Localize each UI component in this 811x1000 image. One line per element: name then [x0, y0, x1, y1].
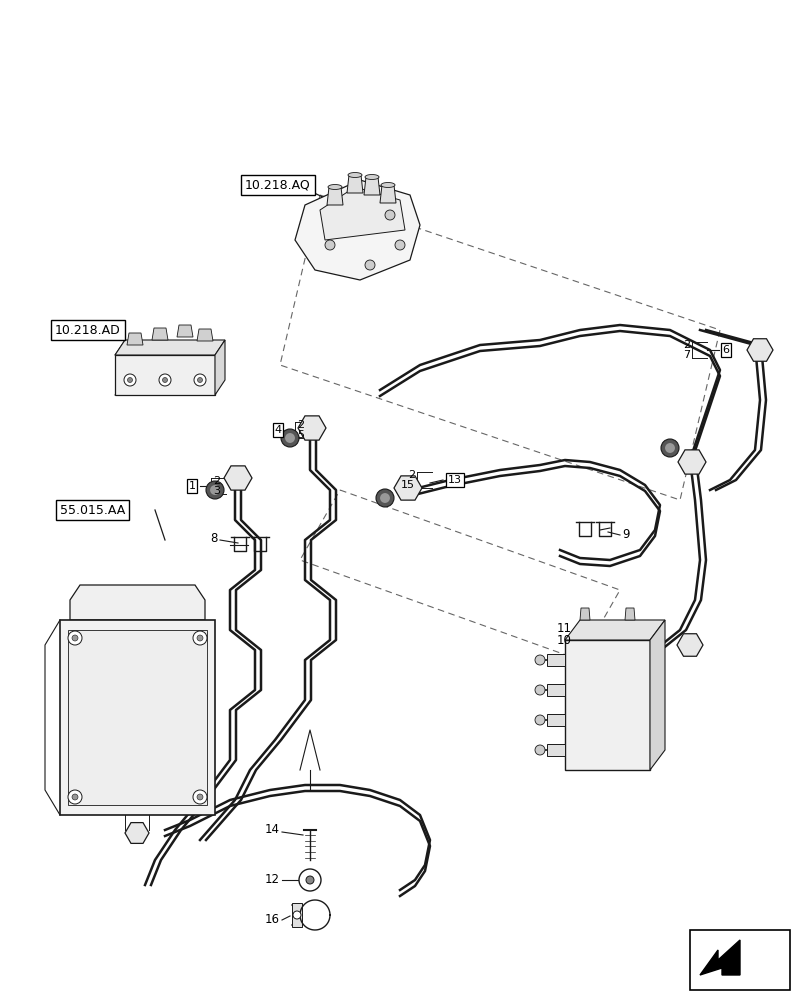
- Text: 6: 6: [722, 345, 728, 355]
- Circle shape: [394, 240, 405, 250]
- Polygon shape: [60, 620, 215, 815]
- Polygon shape: [215, 340, 225, 395]
- Circle shape: [534, 685, 544, 695]
- Text: 3: 3: [212, 486, 220, 496]
- Circle shape: [365, 260, 375, 270]
- Circle shape: [124, 374, 135, 386]
- Polygon shape: [547, 744, 564, 756]
- Polygon shape: [298, 416, 325, 440]
- Polygon shape: [363, 177, 380, 195]
- Polygon shape: [746, 339, 772, 361]
- Text: 12: 12: [264, 874, 280, 886]
- Circle shape: [68, 631, 82, 645]
- Text: 8: 8: [210, 532, 217, 544]
- Polygon shape: [547, 714, 564, 726]
- Circle shape: [293, 911, 301, 919]
- Text: 5: 5: [297, 430, 303, 440]
- Text: 2: 2: [212, 476, 220, 486]
- Circle shape: [197, 794, 203, 800]
- Ellipse shape: [328, 185, 341, 190]
- Polygon shape: [624, 608, 634, 620]
- Circle shape: [127, 377, 132, 382]
- Text: 10.218.AD: 10.218.AD: [55, 324, 121, 336]
- Polygon shape: [292, 903, 302, 927]
- Text: 4: 4: [274, 425, 281, 435]
- Ellipse shape: [365, 175, 379, 180]
- Polygon shape: [115, 340, 225, 355]
- Text: 10: 10: [556, 634, 571, 647]
- Polygon shape: [177, 325, 193, 337]
- Text: 10.218.AQ: 10.218.AQ: [245, 179, 311, 192]
- Polygon shape: [125, 823, 148, 843]
- Circle shape: [159, 374, 171, 386]
- Polygon shape: [393, 476, 422, 500]
- Text: 9: 9: [621, 528, 629, 542]
- Circle shape: [210, 485, 220, 495]
- Circle shape: [664, 443, 674, 453]
- Polygon shape: [579, 608, 590, 620]
- Circle shape: [534, 715, 544, 725]
- Polygon shape: [197, 329, 212, 341]
- Polygon shape: [152, 328, 168, 340]
- Circle shape: [375, 489, 393, 507]
- Circle shape: [68, 790, 82, 804]
- Circle shape: [380, 493, 389, 503]
- Circle shape: [193, 790, 207, 804]
- Circle shape: [197, 377, 202, 382]
- Polygon shape: [677, 450, 705, 474]
- Polygon shape: [699, 940, 739, 975]
- Bar: [689, 930, 789, 990]
- Polygon shape: [115, 355, 215, 395]
- Circle shape: [534, 655, 544, 665]
- Text: 55.015.AA: 55.015.AA: [60, 504, 125, 516]
- Circle shape: [72, 635, 78, 641]
- Text: 2: 2: [297, 420, 304, 430]
- Polygon shape: [70, 585, 204, 620]
- Text: 2: 2: [682, 340, 689, 350]
- Circle shape: [285, 433, 294, 443]
- Polygon shape: [127, 333, 143, 345]
- Ellipse shape: [380, 183, 394, 188]
- Circle shape: [660, 439, 678, 457]
- Text: 16: 16: [264, 913, 280, 926]
- Polygon shape: [294, 180, 419, 280]
- Polygon shape: [346, 175, 363, 193]
- Circle shape: [206, 481, 224, 499]
- Ellipse shape: [348, 173, 362, 178]
- Polygon shape: [68, 630, 207, 805]
- Circle shape: [384, 210, 394, 220]
- Circle shape: [193, 631, 207, 645]
- Polygon shape: [320, 187, 405, 240]
- Text: 2: 2: [407, 470, 414, 480]
- Circle shape: [162, 377, 167, 382]
- Polygon shape: [547, 684, 564, 696]
- Circle shape: [534, 745, 544, 755]
- Polygon shape: [327, 187, 342, 205]
- Polygon shape: [547, 654, 564, 666]
- Circle shape: [298, 869, 320, 891]
- Circle shape: [72, 794, 78, 800]
- Polygon shape: [649, 620, 664, 770]
- Circle shape: [197, 635, 203, 641]
- Circle shape: [324, 240, 335, 250]
- Polygon shape: [380, 185, 396, 203]
- Text: 14: 14: [264, 823, 280, 836]
- Circle shape: [281, 429, 298, 447]
- Text: 13: 13: [448, 475, 461, 485]
- Text: 1: 1: [188, 481, 195, 491]
- Text: 15: 15: [401, 480, 414, 490]
- Polygon shape: [564, 640, 649, 770]
- Circle shape: [306, 876, 314, 884]
- Circle shape: [194, 374, 206, 386]
- Polygon shape: [224, 466, 251, 490]
- Polygon shape: [676, 634, 702, 656]
- Text: 11: 11: [556, 621, 571, 635]
- Text: 7: 7: [682, 350, 689, 360]
- Polygon shape: [564, 620, 664, 640]
